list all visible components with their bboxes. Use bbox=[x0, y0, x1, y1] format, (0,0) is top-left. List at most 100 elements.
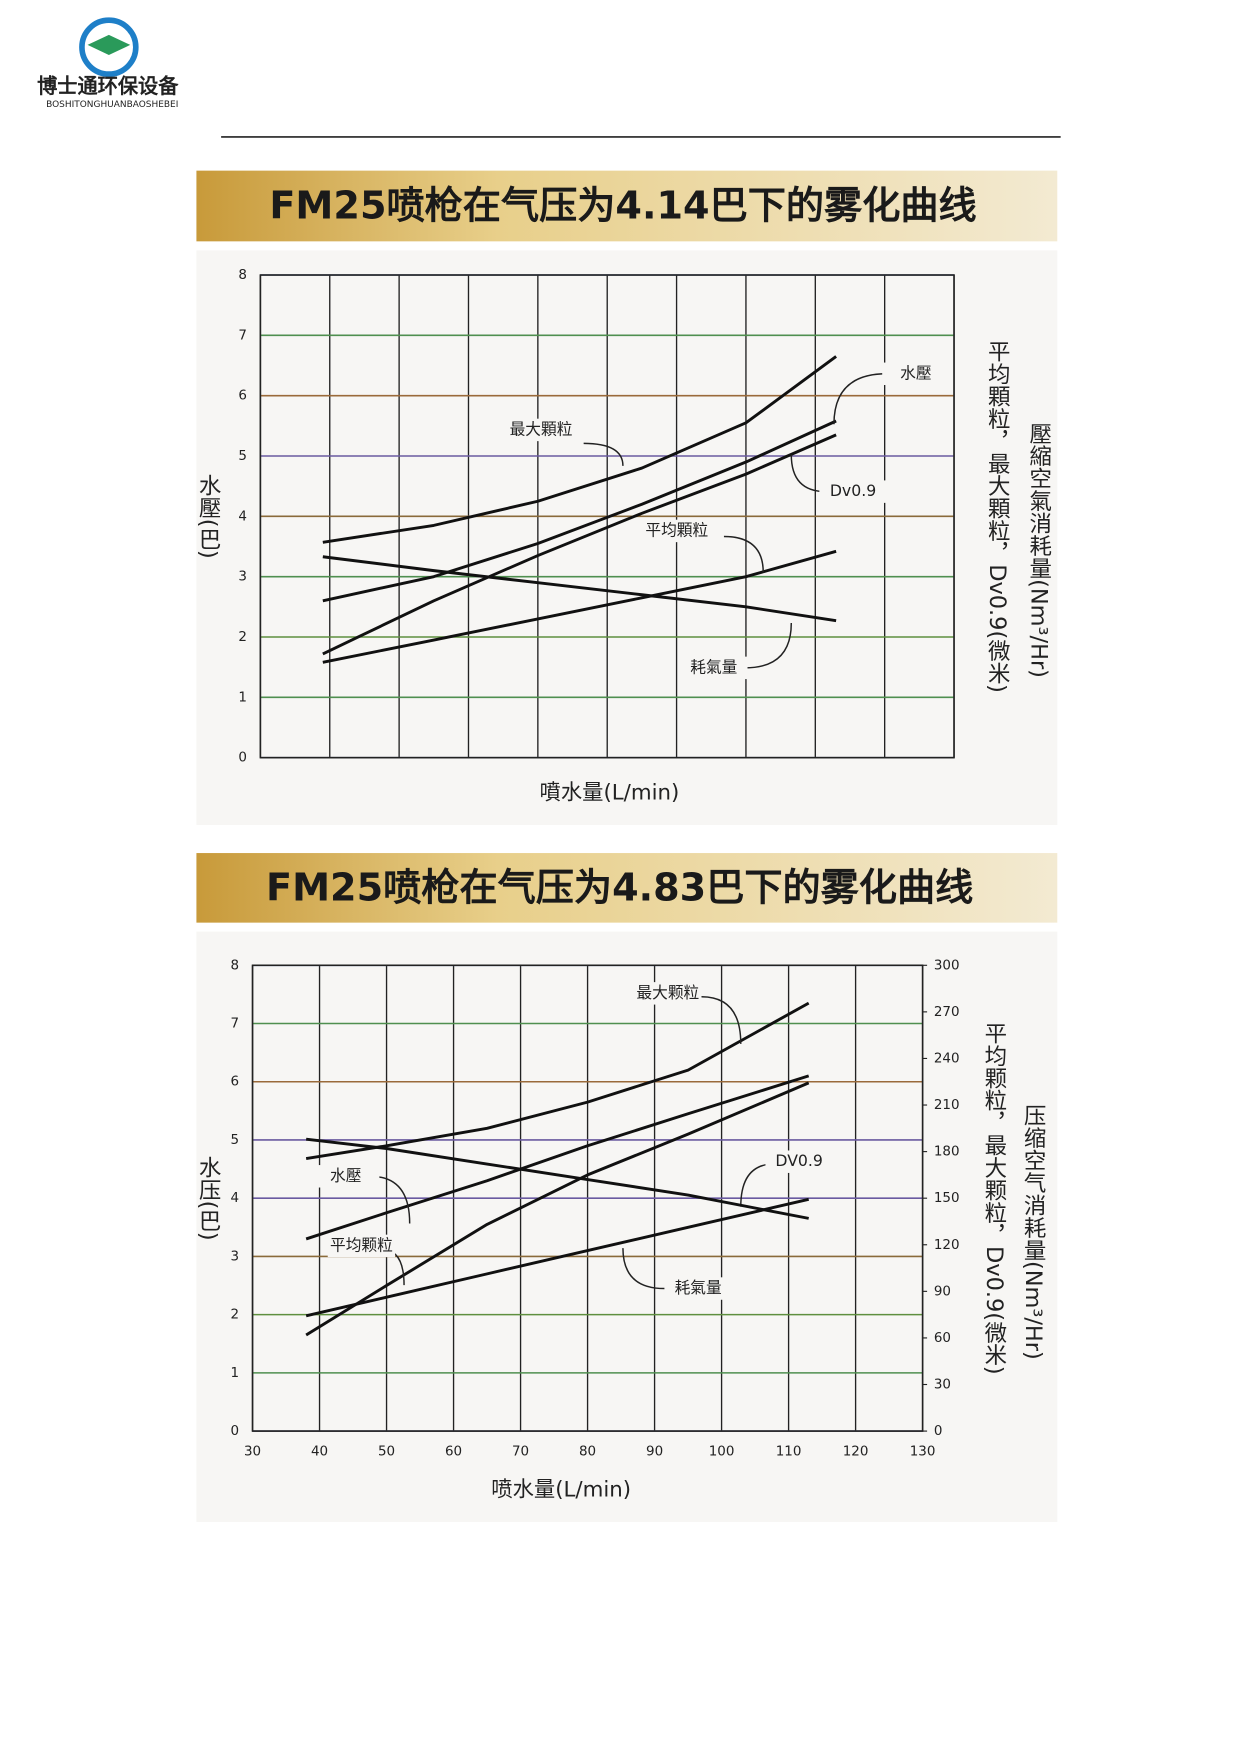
y2-tick-label: 240 bbox=[934, 1051, 960, 1066]
y-tick-label: 0 bbox=[231, 1424, 240, 1439]
series-annotation: DV0.9 bbox=[775, 1151, 823, 1170]
series-line bbox=[322, 549, 837, 664]
leader-line bbox=[723, 535, 764, 573]
y2-axis-label: 平均颗粒，最大颗粒，Dv0.9(微米) bbox=[981, 1022, 1007, 1375]
x-axis-label: 噴水量(L/min) bbox=[540, 781, 680, 806]
y-tick-label: 6 bbox=[238, 389, 247, 404]
series-annotation: 水壓 bbox=[330, 1166, 361, 1185]
y-tick-label: 2 bbox=[238, 630, 247, 645]
chart-title: FM25喷枪在气压为4.14巴下的雾化曲线 bbox=[269, 184, 976, 228]
title-banner bbox=[196, 853, 1058, 923]
y2-tick-label: 210 bbox=[934, 1098, 960, 1113]
y2-tick-label: 150 bbox=[934, 1191, 960, 1206]
series-line bbox=[305, 1074, 810, 1241]
series-line bbox=[322, 355, 837, 544]
series-annotation: Dv0.9 bbox=[830, 481, 876, 500]
y-tick-label: 7 bbox=[231, 1017, 240, 1032]
y2-tick-label: 60 bbox=[934, 1331, 951, 1346]
annotation-bg bbox=[643, 519, 711, 543]
plot-frame bbox=[251, 964, 924, 1432]
annotation-bg bbox=[507, 418, 575, 442]
y2-tick-label: 300 bbox=[934, 958, 960, 973]
y-axis-label: 水压(巴) bbox=[195, 1156, 221, 1241]
series-annotation: 最大顆粒 bbox=[510, 419, 573, 438]
annotation-bg bbox=[634, 982, 702, 1005]
x-tick-label: 60 bbox=[445, 1444, 462, 1459]
logo-cap bbox=[87, 34, 131, 56]
series-annotation: 耗氣量 bbox=[690, 657, 737, 676]
plot-frame bbox=[259, 274, 955, 759]
series-annotation: 最大颗粒 bbox=[636, 983, 699, 1002]
leader-line bbox=[701, 995, 742, 1044]
y-tick-label: 2 bbox=[231, 1308, 240, 1323]
annotation-bg bbox=[664, 1277, 732, 1300]
y2-tick-label: 180 bbox=[934, 1145, 960, 1160]
chart: 0 1 2 3 4 5 6 7 8 水壓(巴) 平均顆粒，最大顆粒，Dv0.9(微米) 壓縮空氣消耗量… bbox=[195, 268, 1052, 806]
leader-line bbox=[583, 442, 624, 466]
x-tick-label: 40 bbox=[311, 1444, 328, 1459]
y2-axis-label: 壓縮空氣消耗量(Nm³/Hr) bbox=[1026, 422, 1052, 678]
y2-tick-label: 30 bbox=[934, 1378, 951, 1393]
x-tick-label: 30 bbox=[244, 1444, 261, 1459]
plot-area bbox=[196, 250, 1058, 825]
y2-tick-label: 0 bbox=[934, 1424, 943, 1439]
annotation-bg bbox=[680, 656, 748, 680]
plot-area bbox=[196, 931, 1058, 1522]
y-tick-label: 0 bbox=[238, 751, 247, 766]
y-tick-label: 6 bbox=[231, 1075, 240, 1090]
y-tick-label: 3 bbox=[231, 1249, 240, 1264]
x-tick-label: 70 bbox=[512, 1444, 529, 1459]
brand-en: BOSHITONGHUANBAOSHEBEI bbox=[46, 100, 178, 110]
y-tick-label: 1 bbox=[238, 690, 247, 705]
x-tick-label: 100 bbox=[709, 1444, 735, 1459]
title-banner bbox=[196, 170, 1058, 242]
annotation-bg bbox=[312, 1165, 380, 1188]
logo: 博士通环保设备 BOSHITONGHUANBAOSHEBEI bbox=[37, 17, 179, 110]
y2-tick-label: 90 bbox=[934, 1284, 951, 1299]
y2-tick-label: 120 bbox=[934, 1238, 960, 1253]
brand: 博士通环保设备 bbox=[37, 74, 179, 98]
chart-title: FM25喷枪在气压为4.83巴下的雾化曲线 bbox=[266, 866, 973, 910]
annotation-bg bbox=[765, 1150, 833, 1173]
series-annotation: 平均顆粒 bbox=[645, 520, 708, 539]
y-tick-label: 5 bbox=[238, 449, 247, 464]
y2-axis-label: 压缩空气消耗量(Nm³/Hr) bbox=[1020, 1104, 1046, 1360]
y-tick-label: 4 bbox=[231, 1191, 240, 1206]
series-line bbox=[322, 555, 837, 623]
series-line bbox=[305, 1197, 810, 1318]
x-axis-label: 喷水量(L/min) bbox=[491, 1478, 631, 1503]
y-tick-label: 1 bbox=[231, 1366, 240, 1381]
x-tick-label: 120 bbox=[843, 1444, 869, 1459]
annotation-bg bbox=[327, 1234, 396, 1258]
y-tick-label: 3 bbox=[238, 570, 247, 585]
logo-ring bbox=[79, 17, 139, 77]
series-line bbox=[322, 433, 837, 656]
x-tick-label: 50 bbox=[378, 1444, 395, 1459]
series-annotation: 平均颗粒 bbox=[330, 1235, 393, 1254]
annotation-bg bbox=[882, 362, 950, 386]
y-tick-label: 8 bbox=[238, 268, 247, 283]
y2-tick-label: 270 bbox=[934, 1005, 960, 1020]
y2-axis-label: 平均顆粒，最大顆粒，Dv0.9(微米) bbox=[984, 340, 1010, 693]
series-line bbox=[322, 419, 837, 603]
leader-line bbox=[622, 1248, 665, 1290]
chart: 30 40 50 60 70 80 90 100 110 120 13001234567803060… bbox=[195, 958, 1046, 1502]
leader-line bbox=[833, 373, 887, 425]
series-line bbox=[305, 1137, 809, 1220]
y-tick-label: 8 bbox=[231, 958, 240, 973]
y-tick-label: 4 bbox=[238, 509, 247, 524]
series-line bbox=[305, 1081, 810, 1337]
series-annotation: 耗氣量 bbox=[675, 1278, 722, 1297]
x-tick-label: 90 bbox=[646, 1444, 663, 1459]
leader-line bbox=[745, 622, 793, 669]
annotation-bg bbox=[819, 480, 887, 503]
x-tick-label: 130 bbox=[910, 1444, 936, 1459]
x-tick-label: 110 bbox=[776, 1444, 802, 1459]
series-annotation: 水壓 bbox=[900, 363, 931, 382]
y-axis-label: 水壓(巴) bbox=[195, 474, 221, 559]
y-tick-label: 5 bbox=[231, 1133, 240, 1148]
y-tick-label: 7 bbox=[238, 328, 247, 343]
x-tick-label: 80 bbox=[579, 1444, 596, 1459]
